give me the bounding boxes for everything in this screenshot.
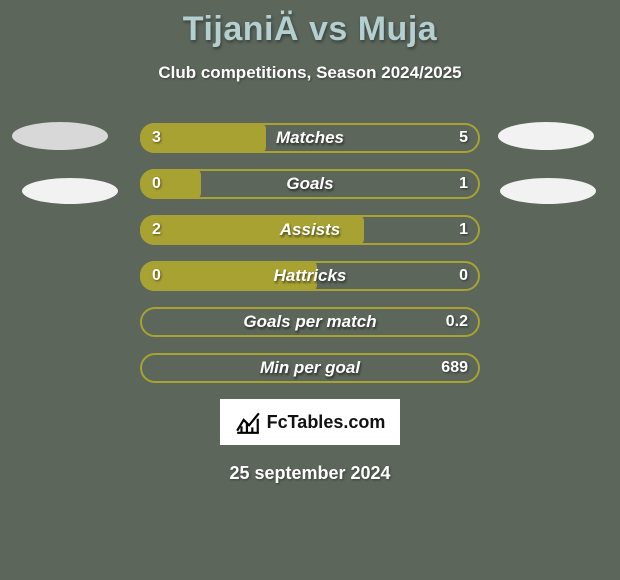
- stat-row: 0 0 Hattricks: [140, 261, 480, 291]
- stat-value-left: 3: [152, 129, 161, 147]
- stat-label: Assists: [280, 220, 340, 240]
- comparison-subtitle: Club competitions, Season 2024/2025: [0, 63, 620, 83]
- stat-row: 0.2 Goals per match: [140, 307, 480, 337]
- logo-text: FcTables.com: [267, 412, 386, 433]
- chart-icon: [235, 409, 261, 435]
- stat-value-right: 1: [459, 221, 468, 239]
- stat-value-left: 0: [152, 267, 161, 285]
- stat-label: Goals: [286, 174, 333, 194]
- stat-value-left: 2: [152, 221, 161, 239]
- stat-label: Matches: [276, 128, 344, 148]
- decorative-ellipse: [22, 178, 118, 204]
- stat-row: 689 Min per goal: [140, 353, 480, 383]
- stat-row: 3 5 Matches: [140, 123, 480, 153]
- fctables-logo: FcTables.com: [220, 399, 400, 445]
- stat-label: Hattricks: [274, 266, 347, 286]
- stat-value-left: 0: [152, 175, 161, 193]
- stat-value-right: 689: [441, 359, 468, 377]
- decorative-ellipse: [498, 122, 594, 150]
- stat-value-right: 5: [459, 129, 468, 147]
- stat-rows: 3 5 Matches 0 1 Goals 2 1 Assists 0 0 Hattricks 0.2 G…: [0, 123, 620, 383]
- stat-value-right: 0.2: [446, 313, 468, 331]
- stat-value-right: 0: [459, 267, 468, 285]
- decorative-ellipse: [12, 122, 108, 150]
- stat-row: 2 1 Assists: [140, 215, 480, 245]
- decorative-ellipse: [500, 178, 596, 204]
- stat-row: 0 1 Goals: [140, 169, 480, 199]
- stat-label: Goals per match: [243, 312, 376, 332]
- comparison-title: TijaniÄ vs Muja: [0, 0, 620, 49]
- comparison-date: 25 september 2024: [0, 463, 620, 484]
- stat-value-right: 1: [459, 175, 468, 193]
- stat-label: Min per goal: [260, 358, 360, 378]
